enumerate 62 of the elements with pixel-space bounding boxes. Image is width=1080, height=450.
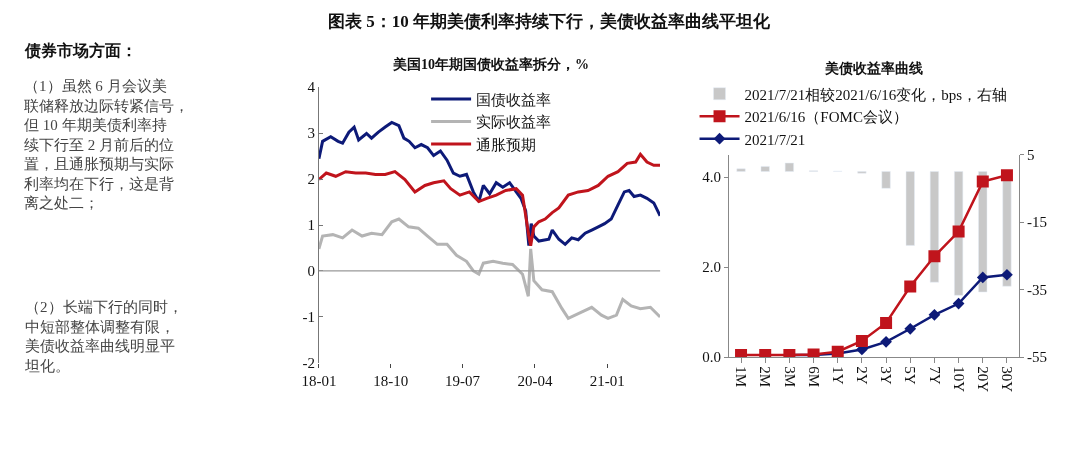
y-tick-label: 2.0 xyxy=(702,259,721,276)
legend-label: 2021/6/16（FOMC会议） xyxy=(744,109,908,126)
chart-title: 美国10年期国债收益率拆分，% xyxy=(392,56,589,72)
y2-tick-label: -15 xyxy=(1027,214,1048,231)
legend-label: 2021/7/21相较2021/6/16变化，bps，右轴 xyxy=(744,86,1008,103)
y2-tick-label: -55 xyxy=(1027,349,1048,366)
text: （1）虽然 6 月会议美联储释放边际转紧信号，但 10 年期美债利率持续下行至 2 月前后的位置，且通胀预期与实际利率均在下行，这是背离之处二； xyxy=(24,78,189,211)
bar xyxy=(784,162,794,172)
y-tick-label: 2 xyxy=(307,171,315,188)
x-tick-label: 5Y xyxy=(902,366,919,385)
bar xyxy=(954,171,964,296)
x-tick-label: 21-01 xyxy=(589,372,625,389)
bar xyxy=(905,171,915,246)
point xyxy=(904,280,917,293)
y-tick-label: -1 xyxy=(302,309,315,326)
legend-label: 实际收益率 xyxy=(476,114,552,131)
legend-label: 国债收益率 xyxy=(476,91,552,108)
bar xyxy=(760,166,770,172)
y-tick-label: 4 xyxy=(307,79,316,96)
x-tick-label: 30Y xyxy=(999,366,1016,393)
legend-label: 通胀预期 xyxy=(476,136,537,153)
text: （2）长端下行的同时，中短部整体调整有限，美债收益率曲线明显平坦化。 xyxy=(24,299,183,374)
x-tick-label: 20-04 xyxy=(517,372,553,389)
y2-tick-label: -35 xyxy=(1027,281,1048,298)
x-tick-label: 18-01 xyxy=(301,372,337,389)
line-series xyxy=(318,217,661,320)
y-tick-label: 0.0 xyxy=(702,349,721,366)
x-tick-label: 18-10 xyxy=(373,372,409,389)
y-tick-label: 3 xyxy=(307,125,315,142)
point xyxy=(855,334,868,347)
point xyxy=(904,322,917,335)
x-tick-label: 1M xyxy=(733,366,750,387)
x-tick-label: 7Y xyxy=(926,366,943,385)
chart-title: 美债收益率曲线 xyxy=(824,60,923,76)
bar xyxy=(736,168,746,172)
x-tick-label: 2Y xyxy=(854,366,871,385)
x-tick-label: 10Y xyxy=(950,366,967,393)
x-tick-label: 3Y xyxy=(878,366,895,385)
x-tick-label: 3M xyxy=(781,366,798,387)
text: 图表 5：10 年期美债利率持续下行，美债收益率曲线平坦化 xyxy=(328,12,771,31)
point xyxy=(880,335,892,348)
point xyxy=(928,308,941,321)
x-tick-label: 1Y xyxy=(829,366,846,385)
legend-label: 2021/7/21 xyxy=(744,131,806,148)
x-tick-label: 20Y xyxy=(974,366,991,393)
point xyxy=(952,297,965,310)
text: 债券市场方面： xyxy=(24,41,137,59)
x-tick-label: 2M xyxy=(757,366,774,387)
x-tick-label: 6M xyxy=(805,366,822,387)
y-tick-label: 0 xyxy=(307,263,315,280)
y-tick-label: -2 xyxy=(302,355,315,372)
point xyxy=(952,225,965,238)
y2-tick-label: 5 xyxy=(1027,146,1035,163)
bar xyxy=(881,171,891,189)
point xyxy=(735,348,748,358)
y-tick-label: 1 xyxy=(307,217,315,234)
point xyxy=(759,348,772,358)
x-tick-label: 19-07 xyxy=(445,372,481,389)
point xyxy=(880,316,893,329)
y-tick-label: 4.0 xyxy=(702,169,721,186)
line-series xyxy=(318,152,661,248)
point xyxy=(928,250,941,263)
